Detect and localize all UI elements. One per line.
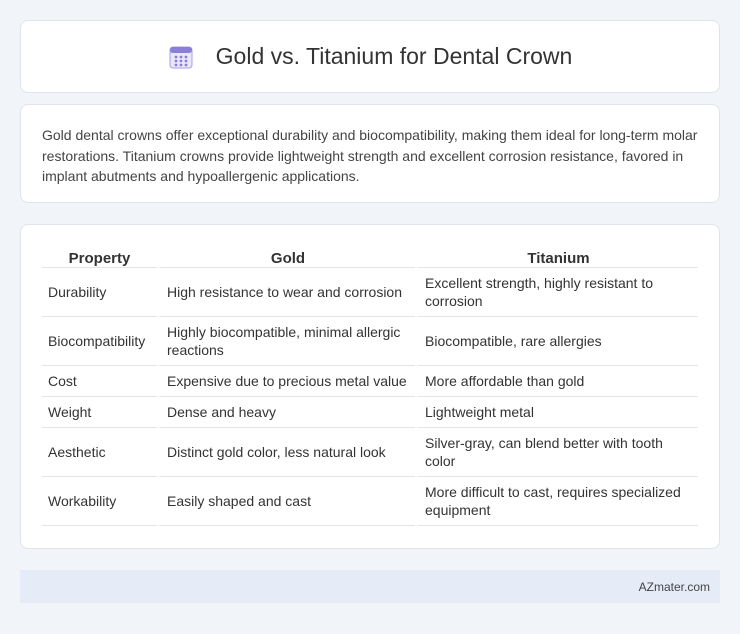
comparison-table: Property Gold Titanium Durability High r… [42,241,698,526]
page-title: Gold vs. Titanium for Dental Crown [215,43,573,69]
table-row: Durability High resistance to wear and c… [42,268,698,317]
titanium-cell: Lightweight metal [415,397,698,428]
table-row: Biocompatibility Highly biocompatible, m… [42,317,698,366]
gold-cell: Easily shaped and cast [157,477,415,526]
gold-cell: Dense and heavy [157,397,415,428]
header-property: Property [42,241,157,268]
property-cell: Workability [42,477,157,526]
table-row: Cost Expensive due to precious metal val… [42,366,698,397]
table-row: Workability Easily shaped and cast More … [42,477,698,526]
property-cell: Weight [42,397,157,428]
titanium-cell: More difficult to cast, requires special… [415,477,698,526]
gold-cell: Highly biocompatible, minimal allergic r… [157,317,415,366]
table-row: Aesthetic Distinct gold color, less natu… [42,428,698,477]
footer-credit[interactable]: AZmater.com [638,579,710,594]
titanium-cell: Silver-gray, can blend better with tooth… [415,428,698,477]
comparison-card: Property Gold Titanium Durability High r… [20,224,720,549]
titanium-cell: More affordable than gold [415,366,698,397]
titanium-cell: Excellent strength, highly resistant to … [415,268,698,317]
intro-card: Gold dental crowns offer exceptional dur… [20,104,720,203]
property-cell: Aesthetic [42,428,157,477]
header-titanium: Titanium [415,241,698,268]
calendar-icon [169,46,193,68]
gold-cell: Expensive due to precious metal value [157,366,415,397]
gold-cell: Distinct gold color, less natural look [157,428,415,477]
footer: AZmater.com [20,570,720,603]
header-gold: Gold [157,241,415,268]
titanium-cell: Biocompatible, rare allergies [415,317,698,366]
intro-text: Gold dental crowns offer exceptional dur… [42,127,698,184]
gold-cell: High resistance to wear and corrosion [157,268,415,317]
property-cell: Cost [42,366,157,397]
table-header-row: Property Gold Titanium [42,241,698,268]
title-card: Gold vs. Titanium for Dental Crown [20,20,720,93]
property-cell: Durability [42,268,157,317]
table-row: Weight Dense and heavy Lightweight metal [42,397,698,428]
property-cell: Biocompatibility [42,317,157,366]
